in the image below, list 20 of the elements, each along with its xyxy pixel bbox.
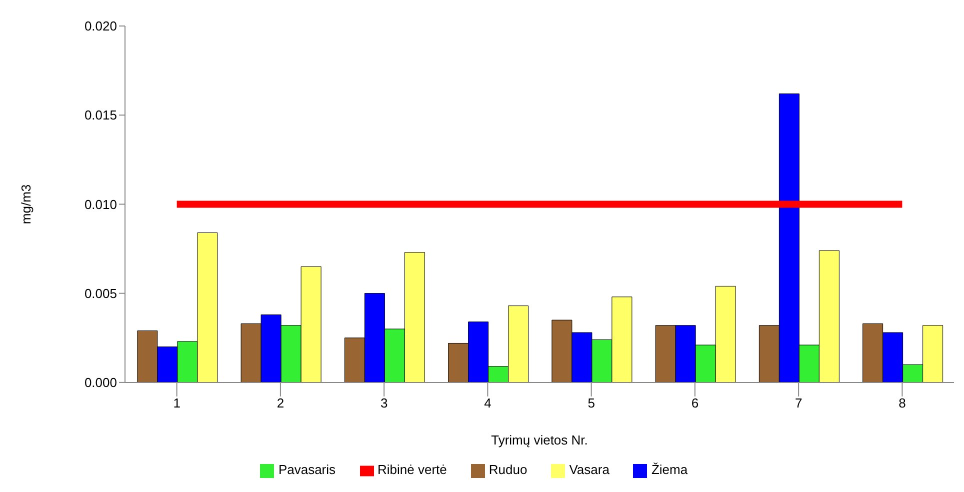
legend-label: Ruduo xyxy=(488,462,528,478)
x-tick-label: 5 xyxy=(588,396,595,411)
y-tick-label: 0.015 xyxy=(84,108,117,123)
legend-label: Pavasaris xyxy=(278,462,336,478)
x-tick-label: 3 xyxy=(380,396,388,411)
y-tick-label: 0.005 xyxy=(84,286,117,301)
x-axis-title: Tyrimų vietos Nr. xyxy=(491,432,588,448)
x-tick-label: 2 xyxy=(276,396,284,411)
x-tick-label: 7 xyxy=(794,396,802,411)
legend-label: Žiema xyxy=(651,462,688,478)
y-tick-label: 0.010 xyxy=(84,196,117,212)
y-tick-label: 0.020 xyxy=(84,18,117,34)
x-tick-label: 6 xyxy=(691,396,699,411)
x-tick-label: 1 xyxy=(173,396,180,411)
y-tick-label: 0.000 xyxy=(84,375,117,390)
y-axis-title: mg/m3 xyxy=(18,184,34,224)
x-tick-label: 8 xyxy=(898,396,906,411)
legend-label: Vasara xyxy=(569,462,610,478)
legend-label: Ribinė vertė xyxy=(378,462,447,478)
x-tick-label: 4 xyxy=(484,396,492,411)
